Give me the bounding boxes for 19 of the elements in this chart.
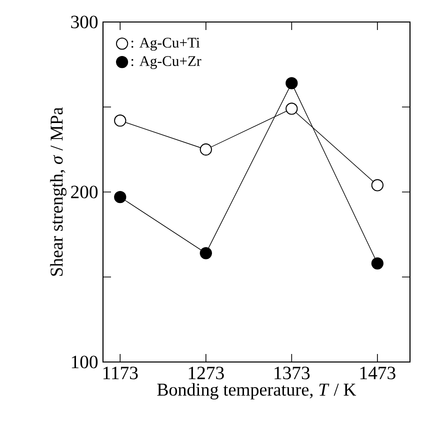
point	[371, 257, 384, 270]
point	[200, 247, 212, 260]
point	[114, 191, 126, 204]
point	[286, 102, 298, 115]
x-tick-label: 1173	[103, 366, 138, 380]
legend-label: : Ag-Cu+Ti	[131, 38, 200, 51]
y-tick-label: 300	[71, 16, 98, 28]
point	[371, 179, 384, 192]
point	[286, 77, 298, 90]
y-tick-label: 100	[72, 356, 98, 368]
y-axis-title: Shear strength, σ / MPa	[50, 107, 66, 276]
x-axis-title: Bonding temperature, T / K	[157, 383, 356, 400]
point	[114, 114, 126, 127]
x-tick-label: 1473	[360, 366, 396, 380]
x-tick-label: 1273	[188, 366, 224, 380]
point	[200, 143, 212, 156]
x-tick-label: 1373	[274, 366, 310, 380]
legend-label: : Ag-Cu+Zr	[131, 56, 202, 70]
y-tick-label: 200	[71, 186, 98, 198]
